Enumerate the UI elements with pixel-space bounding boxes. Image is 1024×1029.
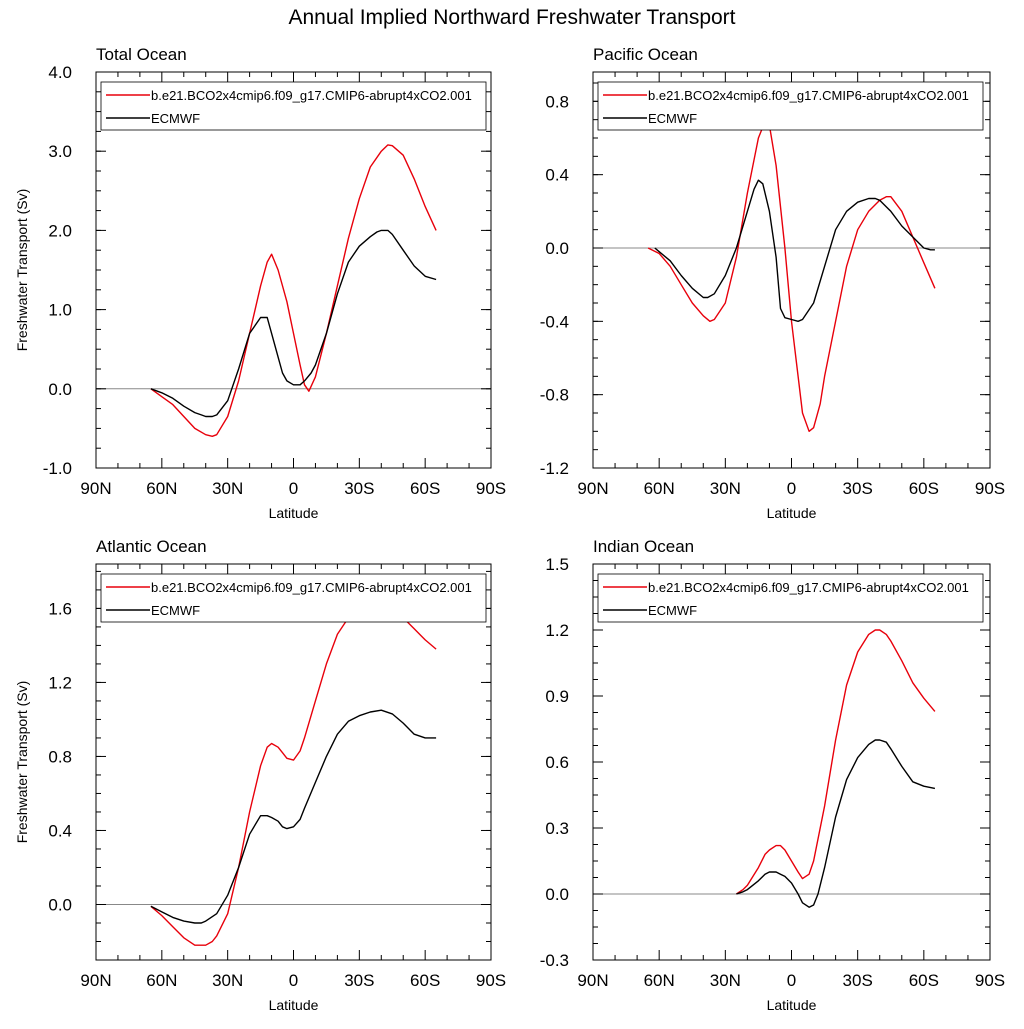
y-tick-label: 1.5 — [545, 555, 569, 574]
x-tick-label: 90S — [476, 971, 506, 990]
y-tick-label: 0.6 — [545, 753, 569, 772]
legend: b.e21.BCO2x4cmip6.f09_g17.CMIP6-abrupt4x… — [597, 81, 984, 131]
legend: b.e21.BCO2x4cmip6.f09_g17.CMIP6-abrupt4x… — [100, 81, 487, 131]
y-tick-label: -0.8 — [540, 386, 569, 405]
chart-panel-1: Total Ocean 90N 60N 30N 0 30S 60S 90S -1.0 0.0 1.0… — [14, 45, 506, 521]
chart-panel-4: Indian Ocean 90N 60N 30N 0 30S 60S 90S -0.3 0.0 0.… — [540, 537, 1005, 1013]
x-tick-label: 90S — [476, 479, 506, 498]
x-tick-label: 60N — [146, 479, 177, 498]
model-series-line — [150, 604, 437, 946]
plot-frame — [95, 71, 492, 469]
x-tick-label: 30N — [212, 479, 243, 498]
ecmwf-series-line — [150, 709, 437, 924]
y-tick-label: 0.8 — [545, 92, 569, 111]
y-tick-label: -0.3 — [540, 951, 569, 970]
plot-frame — [592, 71, 991, 469]
y-tick-label: 1.2 — [48, 673, 72, 692]
x-tick-label: 0 — [289, 971, 298, 990]
y-tick-label: 0.0 — [545, 885, 569, 904]
x-tick-label: 60S — [909, 971, 939, 990]
x-tick-label: 60S — [410, 479, 440, 498]
y-tick-label: 0.3 — [545, 819, 569, 838]
x-tick-label: 90S — [975, 971, 1005, 990]
legend-box — [100, 573, 487, 623]
ecmwf-series-line — [150, 229, 437, 418]
y-axis-label: Freshwater Transport (Sv) — [14, 189, 30, 352]
x-axis-label: Latitude — [269, 997, 319, 1013]
y-tick-label: 0.0 — [48, 895, 72, 914]
legend-box — [100, 81, 487, 131]
y-tick-label: 0.0 — [545, 239, 569, 258]
y-tick-label: 0.4 — [48, 821, 72, 840]
y-axis-label: Freshwater Transport (Sv) — [14, 681, 30, 844]
x-tick-label: 60S — [410, 971, 440, 990]
x-tick-label: 0 — [787, 479, 796, 498]
x-tick-label: 0 — [289, 479, 298, 498]
model-series-line — [736, 629, 936, 895]
legend-box — [597, 573, 984, 623]
figure-title: Annual Implied Northward Freshwater Tran… — [288, 6, 736, 29]
x-axis-label: Latitude — [269, 505, 319, 521]
x-tick-label: 30S — [344, 479, 374, 498]
x-tick-label: 90N — [577, 971, 608, 990]
x-axis-label: Latitude — [767, 505, 817, 521]
chart-panel-3: Atlantic Ocean 90N 60N 30N 0 30S 60S 90S 0.0 0.4 0… — [14, 537, 506, 1013]
x-tick-label: 60N — [644, 971, 675, 990]
x-axis-label: Latitude — [767, 997, 817, 1013]
legend: b.e21.BCO2x4cmip6.f09_g17.CMIP6-abrupt4x… — [100, 573, 487, 623]
y-tick-label: 0.4 — [545, 166, 569, 185]
panel-title: Indian Ocean — [593, 537, 694, 556]
ecmwf-series-line — [654, 179, 935, 322]
model-series-line — [150, 144, 437, 437]
x-tick-label: 30S — [344, 971, 374, 990]
legend-label: ECMWF — [648, 111, 697, 126]
y-tick-label: 1.2 — [545, 621, 569, 640]
y-tick-label: -1.0 — [43, 459, 72, 478]
legend-box — [597, 81, 984, 131]
x-tick-label: 30N — [212, 971, 243, 990]
y-tick-label: 1.6 — [48, 599, 72, 618]
legend-label: b.e21.BCO2x4cmip6.f09_g17.CMIP6-abrupt4x… — [151, 580, 472, 595]
legend-label: b.e21.BCO2x4cmip6.f09_g17.CMIP6-abrupt4x… — [648, 580, 969, 595]
legend-label: ECMWF — [648, 603, 697, 618]
x-tick-label: 60N — [644, 479, 675, 498]
x-tick-label: 90N — [80, 479, 111, 498]
x-tick-label: 90N — [80, 971, 111, 990]
plot-frame — [592, 563, 991, 961]
panel-title: Total Ocean — [96, 45, 187, 64]
plot-frame — [95, 563, 492, 961]
x-tick-label: 90N — [577, 479, 608, 498]
y-tick-label: 0.8 — [48, 747, 72, 766]
x-tick-label: 90S — [975, 479, 1005, 498]
y-tick-label: 4.0 — [48, 63, 72, 82]
y-tick-label: 3.0 — [48, 142, 72, 161]
legend-label: b.e21.BCO2x4cmip6.f09_g17.CMIP6-abrupt4x… — [151, 88, 472, 103]
x-tick-label: 0 — [787, 971, 796, 990]
x-tick-label: 60S — [909, 479, 939, 498]
panel-title: Pacific Ocean — [593, 45, 698, 64]
x-tick-label: 30S — [843, 971, 873, 990]
x-tick-label: 30N — [710, 479, 741, 498]
y-tick-label: 1.0 — [48, 301, 72, 320]
ecmwf-series-line — [736, 739, 936, 908]
y-tick-label: 2.0 — [48, 221, 72, 240]
legend-label: ECMWF — [151, 111, 200, 126]
legend: b.e21.BCO2x4cmip6.f09_g17.CMIP6-abrupt4x… — [597, 573, 984, 623]
chart-panel-2: Pacific Ocean 90N 60N 30N 0 30S 60S 90S -1.2 -0.8… — [540, 45, 1005, 521]
y-tick-label: -1.2 — [540, 459, 569, 478]
y-tick-label: 0.9 — [545, 687, 569, 706]
y-tick-label: 0.0 — [48, 380, 72, 399]
legend-label: ECMWF — [151, 603, 200, 618]
x-tick-label: 30S — [843, 479, 873, 498]
x-tick-label: 60N — [146, 971, 177, 990]
legend-label: b.e21.BCO2x4cmip6.f09_g17.CMIP6-abrupt4x… — [648, 88, 969, 103]
model-series-line — [647, 120, 936, 432]
panel-title: Atlantic Ocean — [96, 537, 207, 556]
y-tick-label: -0.4 — [540, 312, 569, 331]
x-tick-label: 30N — [710, 971, 741, 990]
